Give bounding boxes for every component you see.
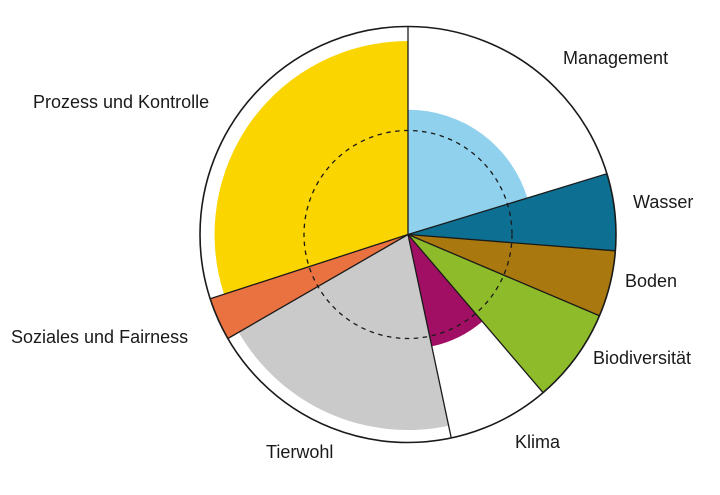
sector-boundary-tierwohl	[407, 234, 452, 439]
sector-fill-boden	[408, 234, 616, 316]
sector-label-prozess-und-kontrolle: Prozess und Kontrolle	[33, 92, 210, 112]
sector-label-soziales-und-fairness: Soziales und Fairness	[11, 327, 189, 347]
sector-label-boden: Boden	[625, 271, 678, 291]
sector-fill-prozess-und-kontrolle	[214, 41, 408, 295]
sector-boundary-biodiversitaet	[407, 233, 600, 317]
sector-boundary-boden	[407, 233, 616, 252]
sector-fill-biodiversitaet	[408, 234, 600, 393]
sector-boundary-soziales-und-fairness	[227, 233, 409, 340]
sector-label-tierwohl: Tierwohl	[266, 442, 334, 462]
outer-circle	[199, 25, 617, 444]
sector-boundary-prozess-und-kontrolle	[209, 233, 409, 300]
sector-label-wasser: Wasser	[633, 192, 694, 212]
sector-fill-tierwohl	[238, 234, 449, 431]
sector-fill-wasser	[408, 173, 617, 251]
sector-boundary-wasser	[407, 173, 608, 236]
sector-label-management: Management	[563, 48, 669, 68]
sector-fill-soziales-und-fairness	[210, 234, 408, 339]
sector-fill-management	[408, 109, 528, 235]
sector-label-biodiversitaet: Biodiversität	[593, 348, 692, 368]
sector-fill-klima	[408, 234, 483, 347]
sector-boundary-klima	[407, 234, 544, 394]
sector-label-klima: Klima	[515, 432, 561, 452]
